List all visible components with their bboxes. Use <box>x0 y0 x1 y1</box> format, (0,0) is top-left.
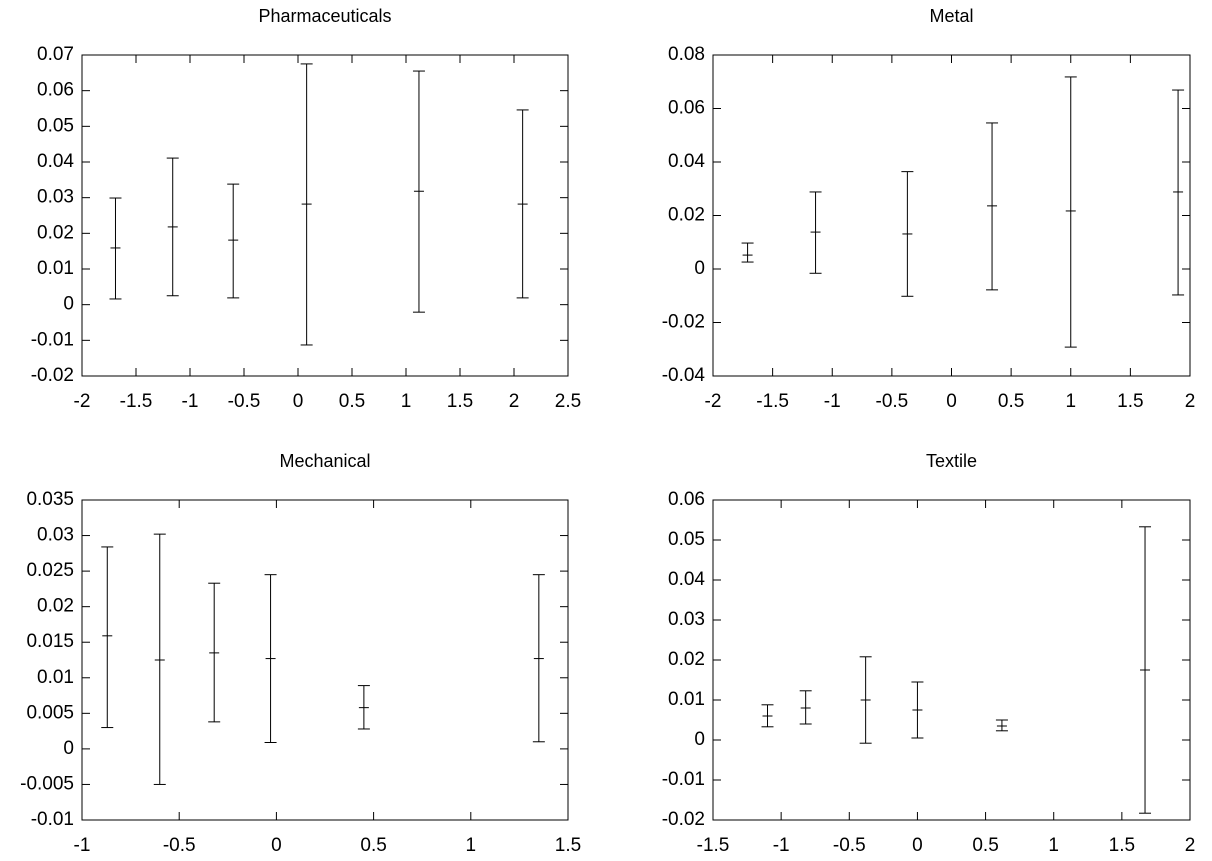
y-tick-label: 0.07 <box>37 44 74 65</box>
y-tick-label: 0.02 <box>668 205 705 226</box>
y-tick-label: 0.06 <box>668 489 705 510</box>
x-tick-label: 0 <box>946 391 957 412</box>
y-tick-label: 0.03 <box>37 187 74 208</box>
chart-title: Metal <box>929 6 973 26</box>
x-tick-label: 0.5 <box>360 835 386 856</box>
x-tick-label: 1.5 <box>1117 391 1143 412</box>
y-tick-label: 0.06 <box>668 98 705 119</box>
y-tick-label: 0 <box>63 738 74 759</box>
x-tick-label: 2 <box>509 391 520 412</box>
y-tick-label: 0.04 <box>37 151 74 172</box>
x-tick-label: -1 <box>773 835 790 856</box>
y-tick-label: -0.04 <box>662 365 706 386</box>
chart-title: Mechanical <box>279 451 370 471</box>
x-tick-label: 1.5 <box>555 835 581 856</box>
x-tick-label: -0.5 <box>163 835 196 856</box>
x-tick-label: -1.5 <box>697 835 730 856</box>
y-tick-label: 0.01 <box>37 667 74 688</box>
x-tick-label: -1 <box>74 835 91 856</box>
y-tick-label: 0 <box>694 729 705 750</box>
y-tick-label: 0.03 <box>37 525 74 546</box>
y-tick-label: 0 <box>694 258 705 279</box>
plot-frame <box>81 499 569 821</box>
x-tick-label: 0 <box>293 391 304 412</box>
y-tick-label: 0.04 <box>668 151 705 172</box>
x-tick-label: 1 <box>1065 391 1076 412</box>
x-tick-label: -1.5 <box>120 391 153 412</box>
x-tick-label: 2 <box>1185 835 1196 856</box>
x-tick-label: 1.5 <box>447 391 473 412</box>
x-tick-label: 0.5 <box>339 391 365 412</box>
x-tick-label: 0 <box>912 835 923 856</box>
y-tick-label: 0.04 <box>668 569 705 590</box>
y-tick-label: 0.02 <box>668 649 705 670</box>
x-tick-label: -1 <box>182 391 199 412</box>
y-tick-label: -0.01 <box>662 769 705 790</box>
x-tick-label: 2.5 <box>555 391 581 412</box>
y-tick-label: 0.05 <box>668 529 705 550</box>
x-tick-label: 1 <box>401 391 412 412</box>
y-tick-label: 0.08 <box>668 44 705 65</box>
y-tick-label: 0.035 <box>26 489 74 510</box>
y-tick-label: 0.05 <box>37 115 74 136</box>
x-tick-label: -2 <box>74 391 91 412</box>
x-tick-label: -0.5 <box>833 835 866 856</box>
y-tick-label: -0.02 <box>31 365 74 386</box>
y-tick-label: 0.06 <box>37 80 74 101</box>
x-tick-label: -1.5 <box>756 391 789 412</box>
x-tick-label: -2 <box>705 391 722 412</box>
y-tick-label: 0 <box>63 294 74 315</box>
y-tick-label: 0.015 <box>26 631 74 652</box>
y-tick-label: 0.01 <box>37 258 74 279</box>
y-tick-label: 0.03 <box>668 609 705 630</box>
x-tick-label: 0.5 <box>998 391 1024 412</box>
x-tick-label: -0.5 <box>228 391 261 412</box>
y-tick-label: 0.01 <box>668 689 705 710</box>
y-tick-label: -0.02 <box>662 312 705 333</box>
y-tick-label: 0.025 <box>26 560 74 581</box>
chart-title: Textile <box>926 451 977 471</box>
chart-title: Pharmaceuticals <box>258 6 391 26</box>
plot-frame <box>712 499 1191 821</box>
plot-frame <box>81 54 569 377</box>
x-tick-label: -0.5 <box>876 391 909 412</box>
plot-frame <box>712 54 1191 377</box>
x-tick-label: 0.5 <box>972 835 998 856</box>
x-tick-label: 0 <box>271 835 282 856</box>
y-tick-label: -0.02 <box>662 809 705 830</box>
y-tick-label: 0.02 <box>37 596 74 617</box>
y-tick-label: 0.005 <box>26 702 74 723</box>
x-tick-label: 2 <box>1185 391 1196 412</box>
x-tick-label: 1 <box>1048 835 1059 856</box>
x-tick-label: 1 <box>466 835 477 856</box>
y-tick-label: -0.01 <box>31 329 74 350</box>
y-tick-label: 0.02 <box>37 222 74 243</box>
x-tick-label: -1 <box>824 391 841 412</box>
y-tick-label: -0.005 <box>20 773 74 794</box>
y-tick-label: -0.01 <box>31 809 74 830</box>
x-tick-label: 1.5 <box>1109 835 1135 856</box>
